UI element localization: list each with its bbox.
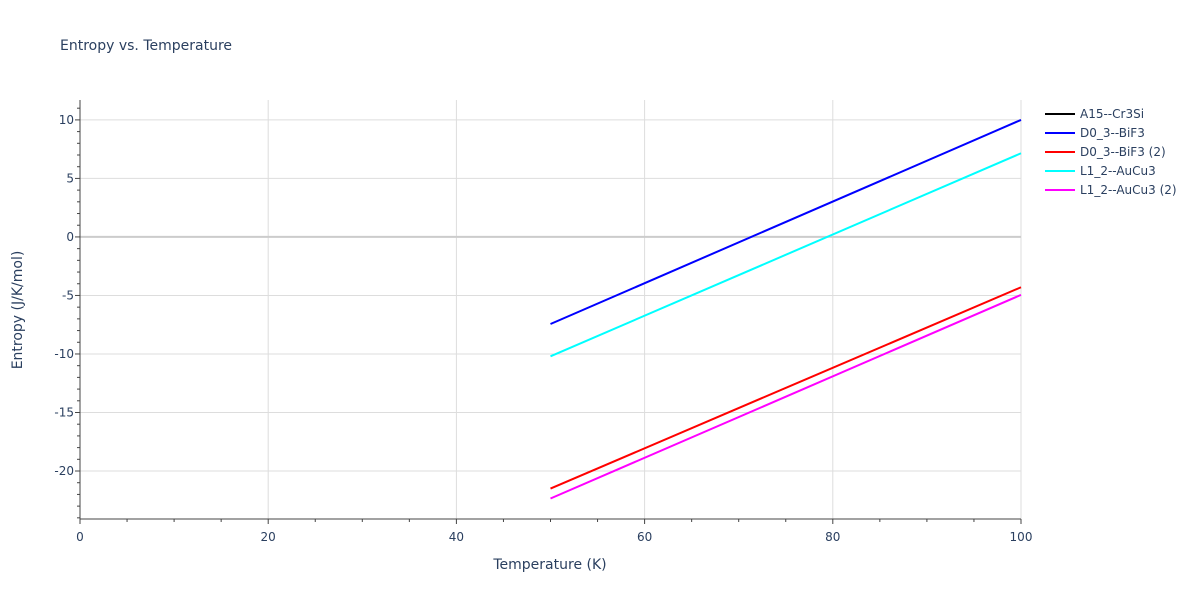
series-line bbox=[550, 152, 1022, 358]
x-tick-label: 100 bbox=[1010, 530, 1033, 544]
legend-label: D0_3--BiF3 (2) bbox=[1080, 145, 1166, 159]
y-tick-label: -10 bbox=[54, 347, 74, 361]
legend-label: D0_3--BiF3 bbox=[1080, 126, 1145, 140]
grid bbox=[80, 100, 1022, 519]
x-tick-label: 20 bbox=[261, 530, 276, 544]
y-tick-label: 10 bbox=[59, 113, 74, 127]
x-tick-label: 0 bbox=[76, 530, 84, 544]
x-tick-label: 60 bbox=[637, 530, 652, 544]
chart-title: Entropy vs. Temperature bbox=[60, 38, 232, 54]
series-line bbox=[550, 286, 1022, 490]
legend: A15--Cr3Si D0_3--BiF3 D0_3--BiF3 (2) L1_2--… bbox=[1045, 107, 1177, 197]
plot-lines bbox=[550, 118, 1022, 500]
x-tick-label: 80 bbox=[825, 530, 840, 544]
series-line bbox=[550, 118, 1022, 325]
y-axis-label: Entropy (J/K/mol) bbox=[10, 251, 26, 370]
y-tick-label: 5 bbox=[66, 171, 74, 185]
series-line bbox=[550, 293, 1022, 500]
x-tick-label: 40 bbox=[449, 530, 464, 544]
legend-label: A15--Cr3Si bbox=[1080, 107, 1144, 121]
y-tick-label: 0 bbox=[66, 230, 74, 244]
axes: 0 20 40 60 80 100 -20 -15 -10 -5 0 5 10 bbox=[54, 100, 1032, 544]
x-axis-label: Temperature (K) bbox=[492, 557, 606, 573]
y-tick-label: -5 bbox=[62, 288, 74, 302]
legend-label: L1_2--AuCu3 (2) bbox=[1080, 183, 1177, 197]
y-tick-label: -20 bbox=[54, 464, 74, 478]
y-tick-label: -15 bbox=[54, 405, 74, 419]
legend-label: L1_2--AuCu3 bbox=[1080, 164, 1156, 178]
